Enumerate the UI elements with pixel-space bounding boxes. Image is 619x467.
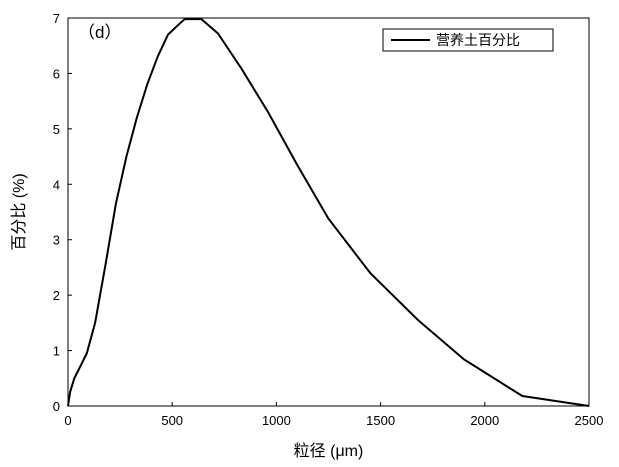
y-tick-label: 5: [53, 122, 60, 137]
y-axis-ticks: 0 1 2 3 4 5 6 7: [53, 11, 72, 414]
y-tick-label: 1: [53, 344, 60, 359]
x-tick-label: 500: [161, 413, 183, 428]
y-tick-label: 7: [53, 11, 60, 26]
panel-label: （d）: [78, 23, 121, 42]
y-tick-label: 3: [53, 233, 60, 248]
x-tick-label: 0: [64, 413, 71, 428]
x-tick-label: 2000: [470, 413, 499, 428]
y-tick-label: 2: [53, 288, 60, 303]
x-axis-title: 粒径 (μm): [294, 442, 364, 460]
y-tick-label: 0: [53, 399, 60, 414]
y-tick-label: 4: [53, 177, 60, 192]
x-axis-ticks: 0 500 1000 1500 2000 2500: [64, 402, 603, 428]
x-tick-label: 1000: [262, 413, 291, 428]
legend-box: [382, 28, 554, 52]
series-line: [67, 18, 590, 407]
legend: 营养土百分比: [382, 28, 554, 52]
y-axis-title: 百分比 (%): [10, 173, 28, 250]
x-tick-label: 1500: [366, 413, 395, 428]
plot-frame: [67, 17, 590, 407]
x-tick-label: 2500: [575, 413, 604, 428]
legend-entry-label: 营养土百分比: [436, 32, 520, 48]
y-tick-label: 6: [53, 66, 60, 81]
series-layer: [67, 18, 590, 407]
plot-area: 0 500 1000 1500 2000 2500 0 1 2 3 4 5 6 7: [53, 11, 604, 428]
